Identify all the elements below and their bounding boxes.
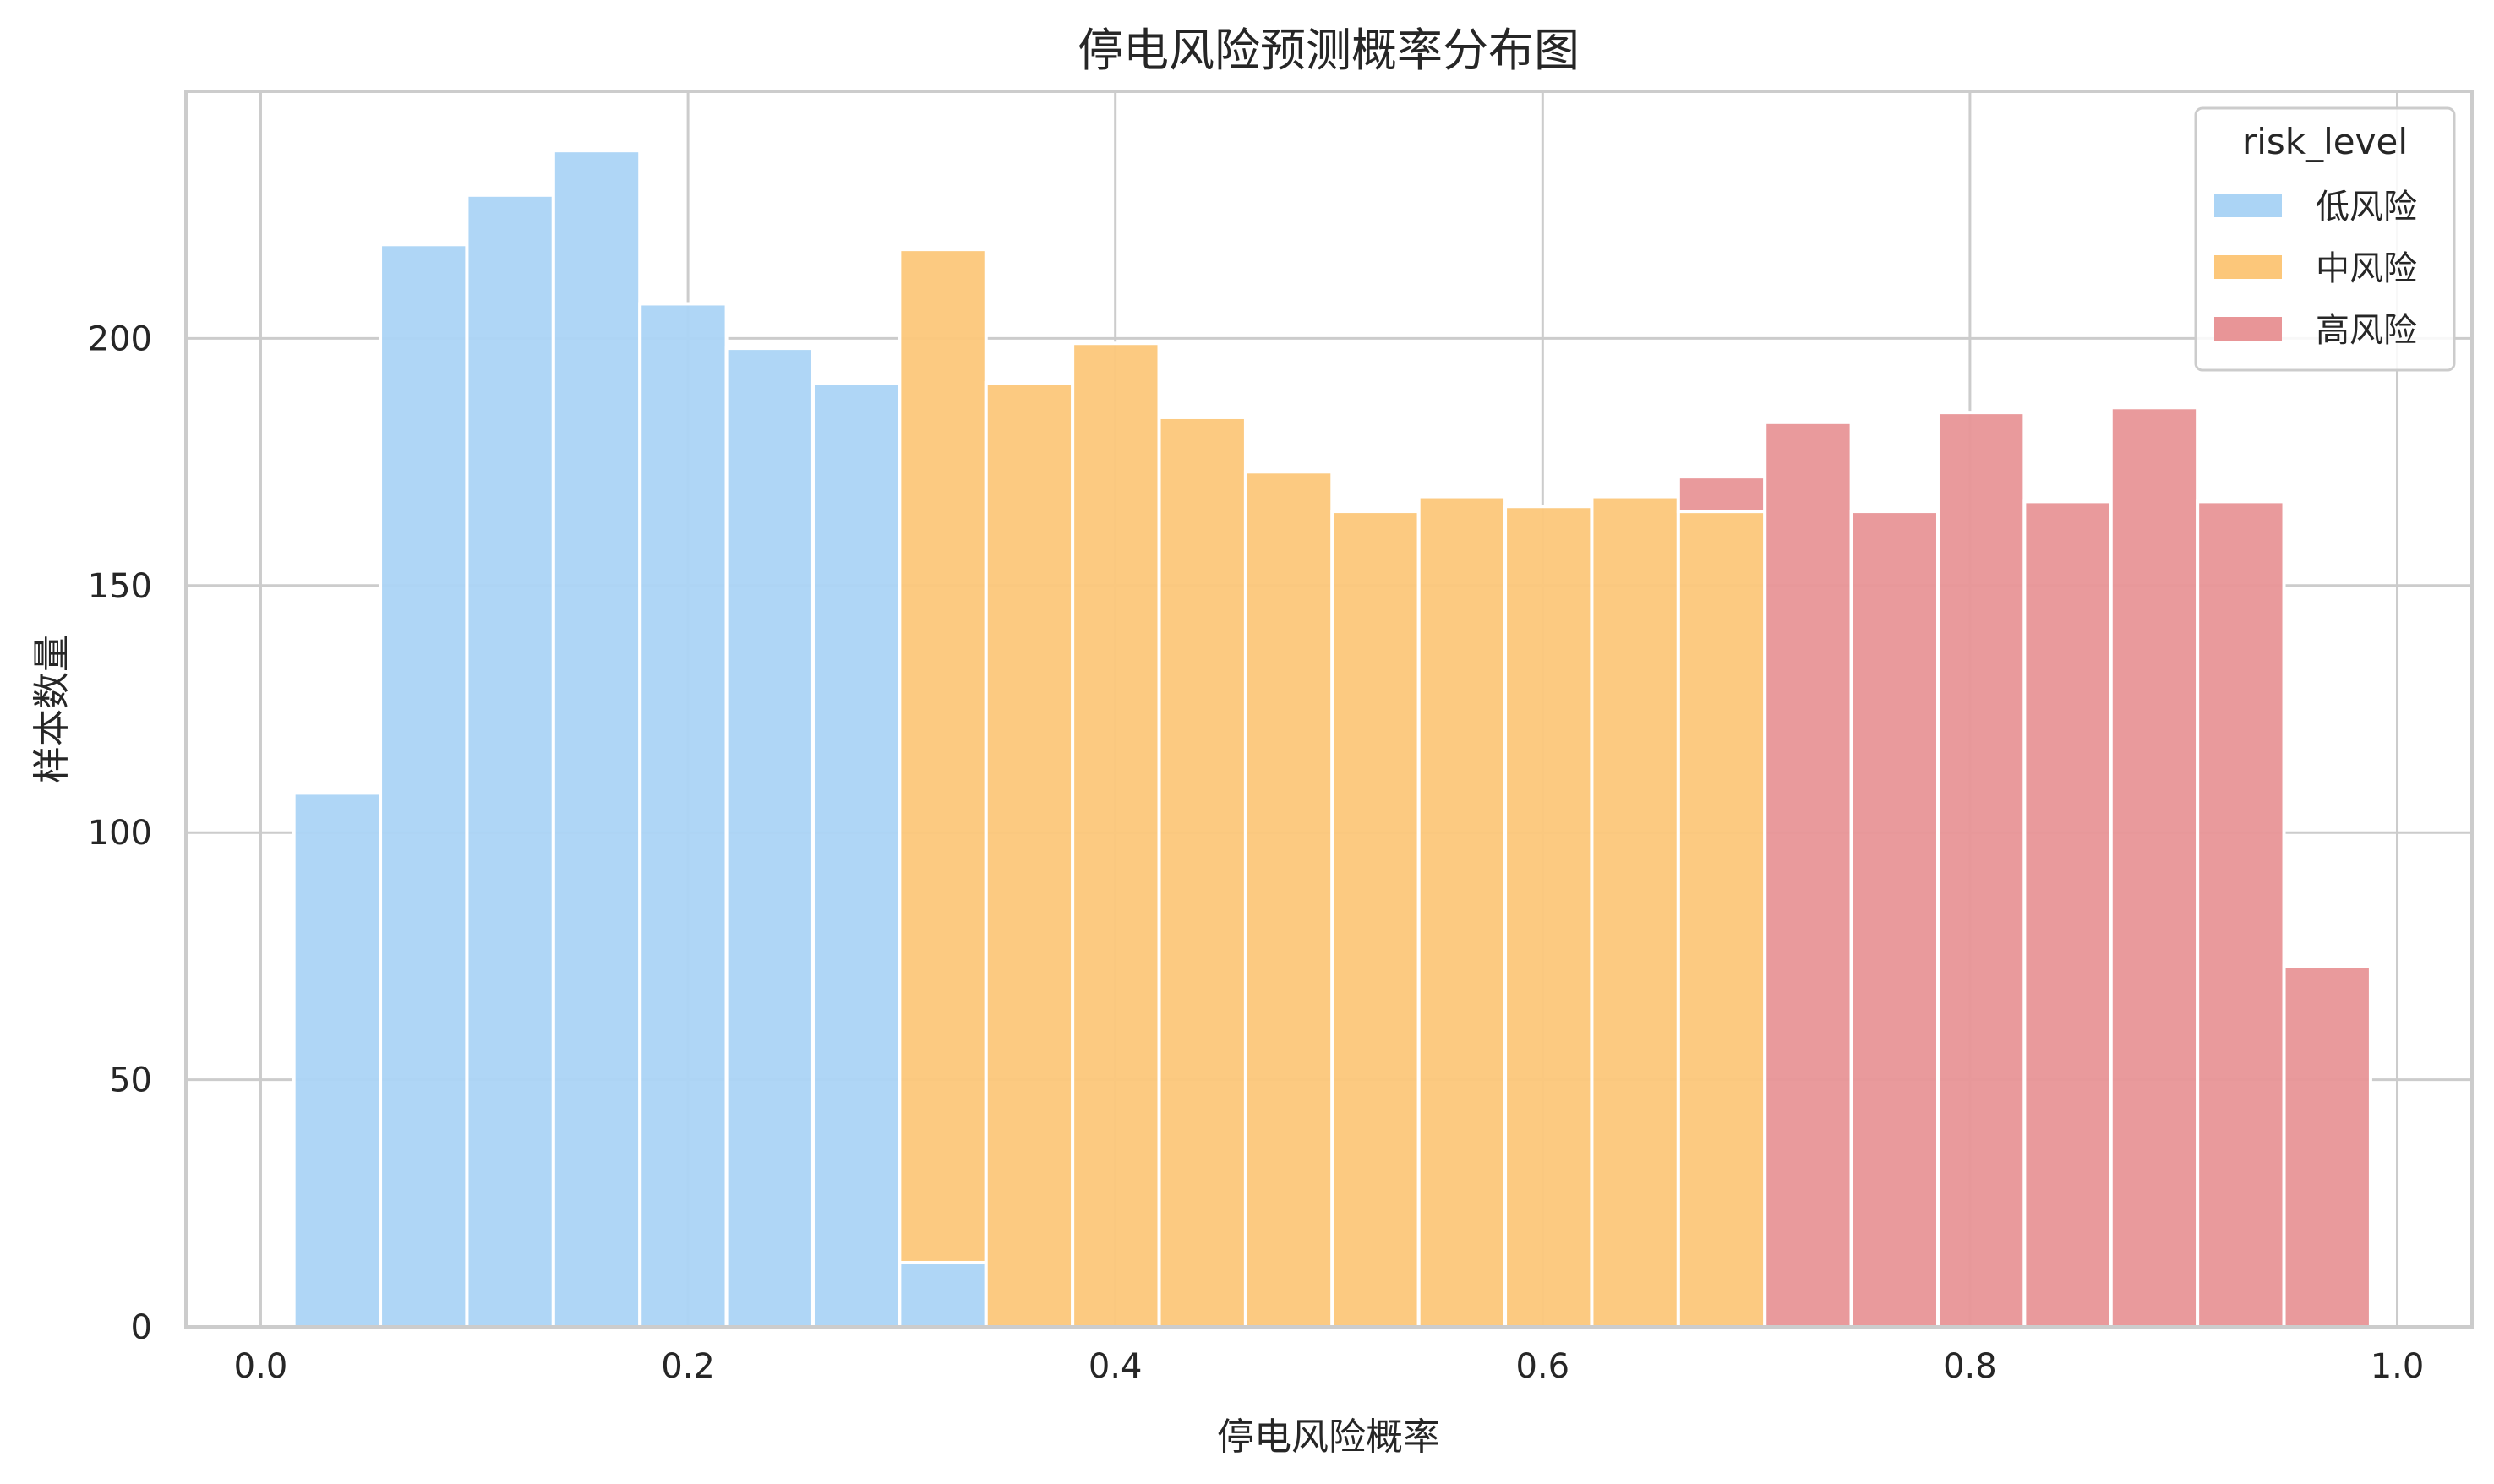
histogram-bar [1935, 411, 2027, 1329]
x-tick-label: 0.0 [234, 1347, 288, 1386]
histogram-bar [2109, 406, 2200, 1329]
histogram-bar [898, 248, 988, 1264]
histogram-bar [1416, 494, 1508, 1329]
histogram-bars [292, 149, 2372, 1329]
legend-swatch-medium-risk [2214, 255, 2282, 279]
x-axis-label: 停电风险概率 [1217, 1416, 1440, 1459]
legend: risk_level 低风险 中风险 高风险 [2194, 106, 2456, 372]
histogram-bar [379, 243, 469, 1329]
legend-label-low-risk: 低风险 [2316, 188, 2417, 226]
histogram-bar [1071, 341, 1161, 1329]
histogram-bar [2196, 499, 2286, 1329]
histogram-bar [1590, 494, 1680, 1329]
histogram-bar [2282, 964, 2372, 1329]
y-tick-label: 0 [131, 1308, 152, 1347]
y-tick-label: 150 [88, 567, 152, 606]
chart-title: 停电风险预测概率分布图 [1078, 24, 1580, 77]
histogram-bar [551, 149, 642, 1329]
legend-label-medium-risk: 中风险 [2316, 249, 2417, 288]
legend-box [2194, 106, 2456, 372]
histogram-bar [1849, 510, 1940, 1329]
x-tick-label: 1.0 [2371, 1347, 2425, 1386]
histogram-bar [638, 302, 729, 1329]
x-tick-label: 0.8 [1943, 1347, 1997, 1386]
plot-frame [184, 90, 2474, 1329]
legend-swatch-high-risk [2214, 317, 2282, 341]
histogram-bar [1243, 470, 1334, 1329]
legend-title: risk_level [2242, 121, 2408, 162]
histogram-bar [1157, 415, 1247, 1329]
histogram-bar [1676, 510, 1767, 1329]
histogram-bar [1330, 510, 1421, 1329]
legend-swatch-low-risk [2214, 194, 2282, 217]
histogram-bar [465, 193, 555, 1329]
y-axis-label: 样本数量 [30, 635, 74, 783]
histogram-bar [292, 791, 383, 1329]
histogram-bar [984, 381, 1075, 1329]
x-tick-label: 0.4 [1089, 1347, 1143, 1386]
y-tick-label: 200 [88, 319, 152, 358]
y-tick-label: 50 [109, 1061, 152, 1100]
histogram-bar [1676, 475, 1767, 514]
legend-label-high-risk: 高风险 [2316, 311, 2417, 350]
histogram-bar [1763, 420, 1853, 1329]
bar-series-high-risk [1676, 406, 2372, 1329]
x-tick-label: 0.2 [661, 1347, 715, 1386]
x-tick-label: 0.6 [1515, 1347, 1569, 1386]
histogram-bar [1503, 505, 1594, 1329]
histogram-bar [810, 381, 902, 1329]
y-axis-ticks: 0 50 100 150 200 [88, 319, 152, 1347]
histogram-bar [2022, 499, 2113, 1329]
histogram-bar [724, 346, 815, 1329]
bar-series-low-risk [292, 149, 988, 1329]
histogram-bar [898, 1260, 988, 1329]
y-tick-label: 100 [88, 814, 152, 853]
x-axis-ticks: 0.0 0.2 0.4 0.6 0.8 1.0 [234, 1347, 2425, 1386]
